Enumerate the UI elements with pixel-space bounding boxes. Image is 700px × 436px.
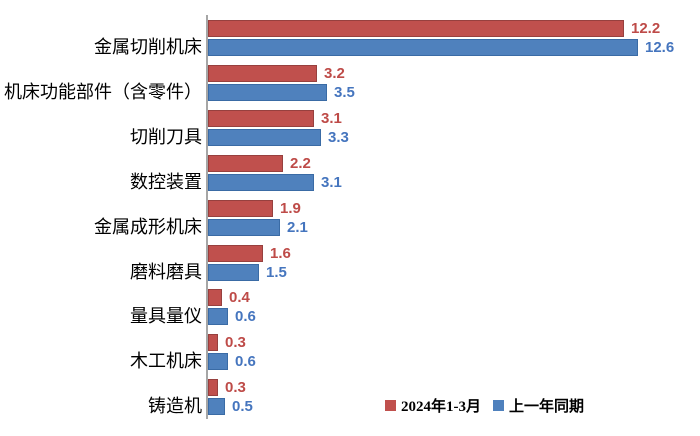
category-label: 数控装置 (130, 171, 202, 192)
bar-value-label: 0.4 (229, 289, 250, 307)
bar-value-label: 3.5 (334, 83, 355, 101)
bar-series-1 (208, 128, 321, 146)
bar-value-label: 1.9 (280, 199, 301, 217)
bar-series-1 (208, 398, 225, 416)
legend-label-current-period: 2024年1-3月 (401, 398, 481, 415)
bar-value-label: 3.1 (321, 109, 342, 127)
y-axis-line (206, 15, 208, 419)
bar-series-0 (208, 109, 314, 127)
legend-swatch-blue (493, 399, 504, 411)
legend-label-previous-period: 上一年同期 (509, 398, 585, 415)
bar-value-label: 2.2 (290, 154, 311, 172)
legend-swatch-red (385, 399, 396, 411)
bar-series-0 (208, 379, 218, 397)
legend-item-current-period: 2024年1-3月 (385, 395, 481, 416)
bar-value-label: 3.3 (328, 128, 349, 146)
bar-value-label: 1.6 (270, 244, 291, 262)
bar-value-label: 0.3 (225, 379, 246, 397)
bar-series-1 (208, 83, 327, 101)
category-label: 木工机床 (130, 351, 202, 372)
bar-series-0 (208, 20, 624, 37)
bar-value-label: 0.6 (235, 308, 256, 326)
category-label: 铸造机 (148, 396, 202, 417)
bar-value-label: 0.5 (232, 398, 253, 416)
bar-value-label: 0.6 (235, 353, 256, 371)
bar-series-1 (208, 173, 314, 191)
bar-value-label: 1.5 (266, 263, 287, 281)
bar-series-0 (208, 334, 218, 352)
bar-value-label: 0.3 (225, 334, 246, 352)
bar-series-1 (208, 308, 228, 326)
bar-series-1 (208, 39, 638, 56)
legend-item-previous-period: 上一年同期 (493, 395, 584, 416)
category-label: 机床功能部件（含零件） (4, 81, 202, 102)
category-label: 金属成形机床 (94, 216, 202, 237)
bar-value-label: 3.2 (324, 64, 345, 82)
bar-value-label: 12.6 (645, 39, 675, 56)
category-label: 磨料磨具 (130, 261, 202, 282)
bar-series-0 (208, 64, 317, 82)
legend: 2024年1-3月 上一年同期 (385, 395, 584, 416)
bar-value-label: 2.1 (287, 218, 308, 236)
bar-series-0 (208, 199, 273, 217)
bar-series-0 (208, 154, 283, 172)
bar-series-1 (208, 218, 280, 236)
bar-value-label: 12.2 (631, 20, 661, 37)
bar-series-0 (208, 244, 263, 262)
bar-series-1 (208, 263, 259, 281)
bar-series-0 (208, 289, 222, 307)
bar-series-1 (208, 353, 228, 371)
category-label: 切削刀具 (130, 126, 202, 147)
category-label: 金属切削机床 (94, 37, 202, 57)
category-label: 量具量仪 (130, 306, 202, 327)
bar-value-label: 3.1 (321, 173, 342, 191)
